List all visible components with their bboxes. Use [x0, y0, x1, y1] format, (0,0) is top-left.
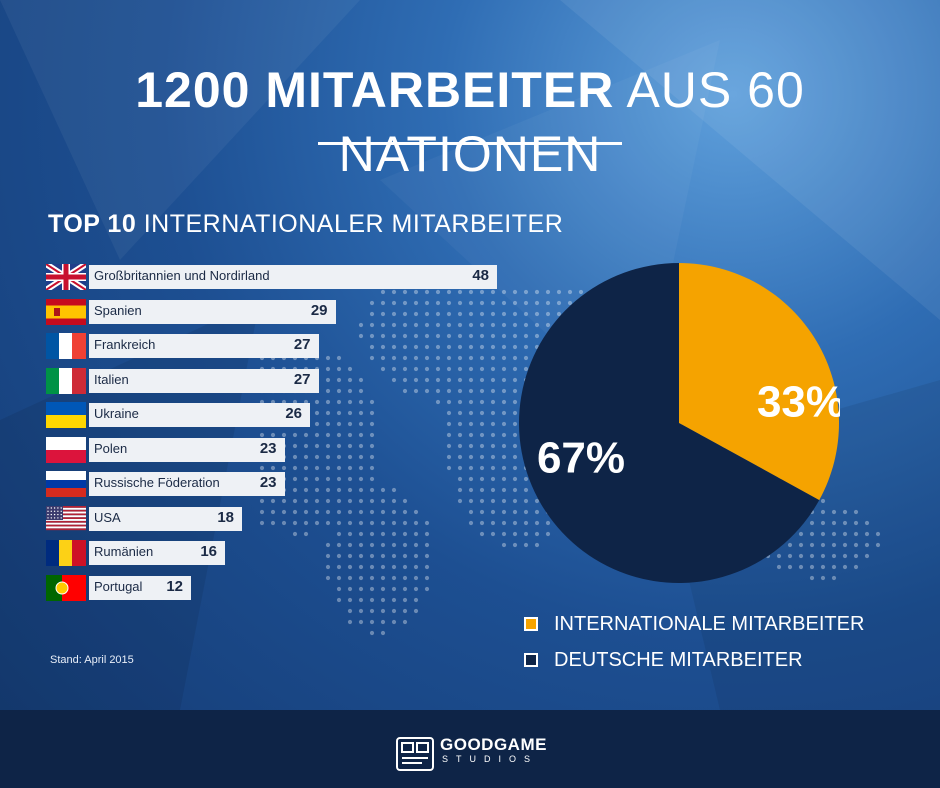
pie-chart: 33% 67%: [519, 263, 840, 583]
legend-label-german: DEUTSCHE MITARBEITER: [554, 649, 803, 671]
uk-flag-icon: [46, 264, 86, 290]
bar-value-label: 48: [472, 267, 489, 284]
title-bold: 1200 MITARBEITER: [135, 62, 615, 118]
bar-value-label: 18: [217, 508, 234, 526]
pie-label-international: 33%: [757, 378, 840, 427]
bar-label: Italien: [94, 371, 129, 387]
legend-swatch-german: [524, 653, 538, 667]
title-light: AUS 60 NATIONEN: [338, 62, 805, 182]
bar: [89, 265, 497, 289]
bar-value-label: 23: [259, 474, 277, 491]
bar: [89, 403, 310, 427]
legend-swatch-international: [524, 617, 538, 631]
bar-label: Rumänien: [94, 544, 154, 559]
bar: [89, 368, 319, 393]
spain-flag-icon: [46, 298, 86, 325]
subtitle-light: INTERNATIONALER MITARBEITER: [143, 210, 564, 238]
logo-subtext: STUDIOS: [442, 754, 539, 764]
bar: [89, 334, 319, 358]
italy-flag-icon: [46, 367, 86, 394]
bar-label: Polen: [94, 440, 128, 456]
ukraine-flag-icon: [46, 402, 86, 428]
bar-label: Spanien: [94, 302, 142, 318]
bar-value-label: 27: [293, 336, 311, 353]
subtitle-bold: TOP 10: [48, 210, 137, 238]
logo-mark-icon: [396, 737, 434, 771]
bar-label: USA: [94, 509, 121, 525]
bar-value-label: 23: [259, 439, 277, 457]
bar-label: Frankreich: [94, 337, 156, 352]
pie-slice-international: [679, 263, 839, 501]
page-title: 1200 MITARBEITER AUS 60 NATIONEN: [0, 58, 940, 186]
title-underline: [318, 142, 622, 145]
bar: [89, 575, 191, 600]
romania-flag-icon: [46, 540, 86, 566]
bar-label: Großbritannien und Nordirland: [94, 268, 270, 283]
bar-value-label: 12: [166, 577, 183, 595]
bar-label: Ukraine: [94, 406, 139, 421]
portugal-flag-icon: [46, 574, 86, 601]
legend-label-international: INTERNATIONALE MITARBEITER: [554, 613, 865, 635]
footer-bar: [0, 710, 940, 788]
bar-value-label: 29: [310, 301, 328, 319]
goodgame-studios-logo: GOODGAME STUDIOS: [396, 735, 556, 775]
france-flag-icon: [46, 333, 86, 359]
usa-flag-icon: [46, 505, 86, 532]
pie-label-german: 67%: [537, 434, 625, 483]
russia-flag-icon: [46, 471, 86, 497]
chart-subtitle: TOP 10 INTERNATIONALER MITARBEITER: [48, 208, 563, 240]
poland-flag-icon: [46, 436, 86, 463]
pie-slice-german: [519, 263, 820, 583]
bar-value-label: 26: [285, 405, 302, 422]
bar: [89, 437, 285, 462]
logo-text: GOODGAME: [440, 735, 547, 754]
bar-label: Portugal: [94, 578, 143, 594]
bar: [89, 541, 225, 565]
bar-label: Russische Föderation: [94, 475, 220, 490]
bar: [89, 506, 242, 531]
date-note: Stand: April 2015: [50, 654, 134, 666]
bar-value-label: 27: [293, 370, 311, 388]
bar-value-label: 16: [200, 543, 217, 560]
bar: [89, 472, 285, 496]
bar: [89, 299, 336, 324]
